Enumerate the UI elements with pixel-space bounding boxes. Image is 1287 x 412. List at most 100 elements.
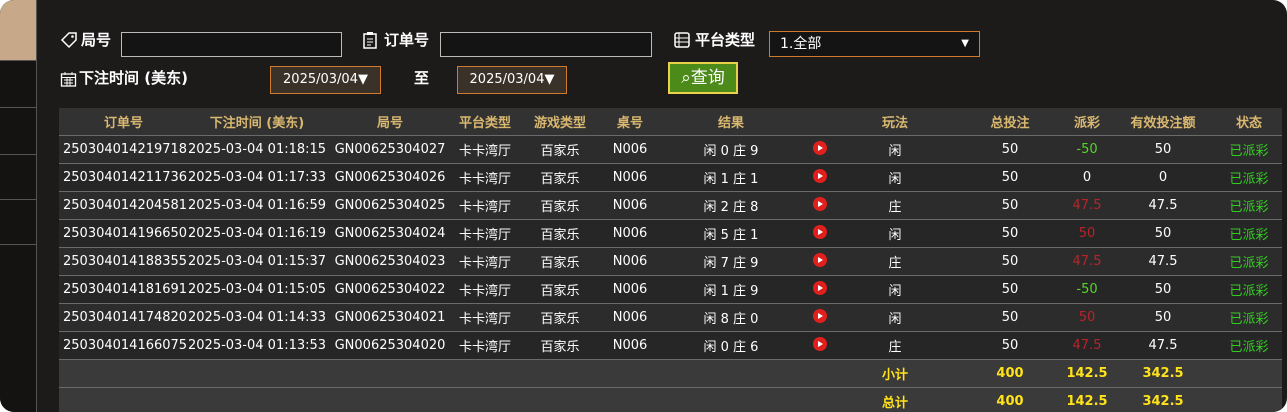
side-tab[interactable] [0,108,36,155]
table-cell: 2025-03-04 01:16:59 [188,191,326,220]
summary-row: 总计 400 142.5 342.5 [59,387,1282,412]
table-cell: 卡卡湾厅 [454,191,516,220]
table-cell: 百家乐 [516,135,604,164]
summary-empty [1216,359,1282,388]
play-icon[interactable] [813,196,827,211]
play-icon[interactable] [813,252,827,267]
side-tab[interactable] [0,61,36,108]
table-cell: 250304014181691 [59,275,188,304]
table-cell: 卡卡湾厅 [454,247,516,276]
summary-empty [656,387,806,412]
table-cell: 2025-03-04 01:16:19 [188,219,326,248]
table-cell: 2025-03-04 01:15:37 [188,247,326,276]
table-row: 250304014204581 2025-03-04 01:16:59 GN0062… [59,191,1282,220]
table-cell: 50 [1110,275,1216,304]
table-cell: 闲 2 庄 8 [656,191,806,220]
table-cell: 250304014211736 [59,163,188,192]
search-button[interactable]: ⌕查询 [668,62,738,94]
summary-cell: 小计 [834,359,956,388]
table-cell: GN00625304026 [326,163,454,192]
play-icon[interactable] [813,168,827,183]
header-cell: 玩法 [834,108,956,136]
table-cell: N006 [604,247,656,276]
table-cell: 50 [956,163,1064,192]
table-cell: 0 [1064,163,1110,192]
table-cell: 庄 [834,191,956,220]
play-icon-cell [806,275,834,304]
order-input[interactable] [440,32,652,57]
table-cell: GN00625304020 [326,331,454,360]
date-from[interactable]: 2025/03/04▼ [270,66,381,94]
side-tab[interactable] [0,200,36,245]
table-cell: 卡卡湾厅 [454,219,516,248]
table-cell: 百家乐 [516,303,604,332]
summary-cell: 342.5 [1110,387,1216,412]
header-cell: 有效投注额 [1110,108,1216,136]
play-icon-cell [806,247,834,276]
platform-select[interactable]: 1.全部 ▼ [769,31,980,57]
summary-cell: 总计 [834,387,956,412]
round-label: 局号 [81,31,112,49]
header-row: 订单号 下注时间 (美东) 局号 平台类型 游戏类型 桌号 结果 玩法 总投注 派彩 有效投注额 状态 [59,108,1282,136]
table-cell: 50 [956,191,1064,220]
header-cell: 状态 [1216,108,1282,136]
summary-cell: 400 [956,359,1064,388]
table-cell: 已派彩 [1216,303,1282,332]
date-to[interactable]: 2025/03/04▼ [457,66,567,94]
play-icon-cell [806,303,834,332]
platform-value: 1.全部 [780,36,822,52]
play-icon[interactable] [813,336,827,351]
table-cell: 已派彩 [1216,219,1282,248]
table-row: 250304014211736 2025-03-04 01:17:33 GN0062… [59,163,1282,192]
summary-empty [1216,387,1282,412]
table-cell: N006 [604,163,656,192]
table-cell: 闲 7 庄 9 [656,247,806,276]
table-cell: 闲 [834,163,956,192]
side-tab[interactable] [0,0,36,61]
list-icon [674,32,690,48]
table-cell: 闲 5 庄 1 [656,219,806,248]
table-cell: GN00625304024 [326,219,454,248]
play-icon-cell [806,331,834,360]
table-cell: 闲 0 庄 6 [656,331,806,360]
round-input[interactable] [121,32,342,57]
summary-cell: 400 [956,387,1064,412]
summary-empty [59,387,188,412]
play-icon-cell [806,191,834,220]
table-cell: GN00625304022 [326,275,454,304]
table-cell: 2025-03-04 01:18:15 [188,135,326,164]
table-cell: 百家乐 [516,219,604,248]
header-cell [806,108,834,136]
side-tab[interactable] [0,155,36,200]
table-cell: 50 [956,331,1064,360]
table-row: 250304014181691 2025-03-04 01:15:05 GN0062… [59,275,1282,304]
table-cell: GN00625304025 [326,191,454,220]
table-cell: 50 [1110,303,1216,332]
summary-empty [188,387,326,412]
tag-icon [60,32,77,49]
table-cell: 卡卡湾厅 [454,275,516,304]
table-cell: 庄 [834,247,956,276]
summary-empty [806,359,834,388]
table-cell: 50 [956,275,1064,304]
play-icon[interactable] [813,140,827,155]
play-icon[interactable] [813,224,827,239]
table-cell: N006 [604,303,656,332]
summary-empty [326,387,454,412]
summary-row: 小计 400 142.5 342.5 [59,359,1282,388]
table-cell: 2025-03-04 01:15:05 [188,275,326,304]
table-cell: 47.5 [1110,191,1216,220]
table-cell: 0 [1110,163,1216,192]
table-cell: 百家乐 [516,275,604,304]
summary-empty [516,387,604,412]
header-cell: 平台类型 [454,108,516,136]
play-icon[interactable] [813,308,827,323]
header-cell: 派彩 [1064,108,1110,136]
play-icon[interactable] [813,280,827,295]
summary-empty [59,359,188,388]
order-label: 订单号 [384,31,430,49]
table-cell: 250304014219718 [59,135,188,164]
platform-label: 平台类型 [695,31,756,49]
table-cell: 闲 [834,275,956,304]
